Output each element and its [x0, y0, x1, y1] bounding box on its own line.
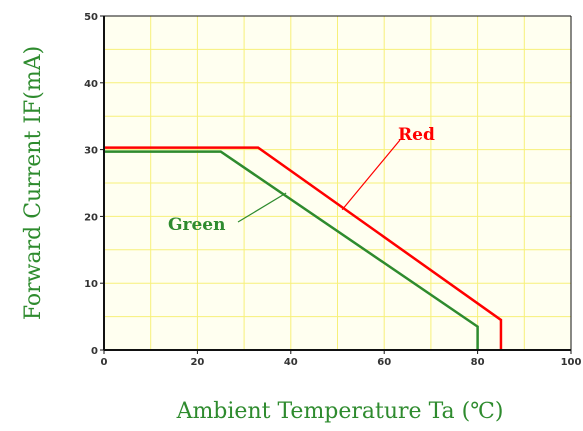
y-tick-label: 30 — [84, 146, 98, 157]
annotation-pointer-red — [341, 139, 401, 211]
y-tick-label: 20 — [84, 212, 98, 223]
annotation-pointer-green — [237, 192, 287, 223]
grid — [104, 16, 571, 350]
axis-frame — [103, 15, 572, 351]
x-tick-label: 40 — [284, 357, 298, 368]
x-axis-title: Ambient Temperature Ta (℃) — [176, 399, 504, 424]
y-tick-label: 10 — [84, 279, 98, 290]
x-tick-label: 60 — [377, 357, 391, 368]
series-line-red — [104, 146, 503, 350]
series-label-green: Green — [168, 215, 225, 235]
series-line-green — [104, 150, 479, 350]
series-lines — [104, 146, 503, 350]
annotation-pointers — [237, 139, 401, 223]
y-tick-labels: 0 10 20 30 40 50 — [84, 12, 104, 357]
x-tick-labels: 0 20 40 60 80 100 — [101, 350, 582, 368]
x-tick-label: 100 — [561, 357, 582, 368]
series-label-red: Red — [398, 125, 435, 145]
x-tick-label: 20 — [190, 357, 204, 368]
x-tick-label: 0 — [101, 357, 108, 368]
y-tick-label: 50 — [84, 12, 98, 23]
y-tick-label: 0 — [91, 346, 98, 357]
y-tick-label: 40 — [84, 79, 98, 90]
x-tick-label: 80 — [471, 357, 485, 368]
y-axis-title: Forward Current IF(mA) — [21, 46, 46, 320]
